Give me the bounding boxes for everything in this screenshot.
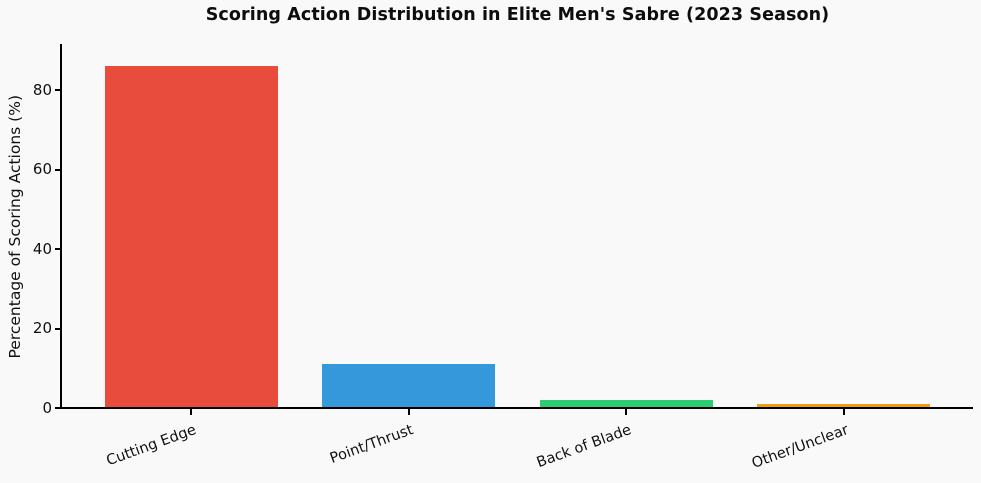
- x-tick-label-back-of-blade: Back of Blade: [534, 422, 634, 472]
- x-tick-label-point-thrust: Point/Thrust: [328, 422, 416, 467]
- chart-title: Scoring Action Distribution in Elite Men…: [205, 5, 830, 25]
- y-tick-mark: [55, 168, 61, 171]
- bar-point-thrust: [322, 364, 495, 408]
- x-tick-mark: [625, 409, 627, 415]
- bar-other-unclear: [757, 404, 930, 408]
- y-tick-mark: [55, 327, 61, 330]
- y-tick-label: 0: [42, 398, 52, 417]
- bar-cutting-edge: [104, 66, 278, 408]
- y-axis-spine: [60, 44, 62, 409]
- x-tick-mark: [407, 409, 410, 415]
- y-tick-mark: [55, 89, 61, 91]
- x-tick-mark: [842, 409, 845, 415]
- y-tick-label: 20: [32, 319, 52, 337]
- y-tick-mark: [55, 407, 61, 409]
- bar-back-of-blade: [539, 400, 713, 408]
- x-axis-spine: [60, 407, 973, 409]
- x-tick-mark: [190, 409, 192, 415]
- y-tick-label: 60: [32, 160, 52, 178]
- y-tick-label: 40: [32, 239, 52, 258]
- y-tick-label: 80: [32, 80, 52, 99]
- x-tick-label-other-unclear: Other/Unclear: [749, 422, 851, 472]
- y-tick-mark: [55, 248, 61, 250]
- x-tick-label-cutting-edge: Cutting Edge: [104, 422, 199, 470]
